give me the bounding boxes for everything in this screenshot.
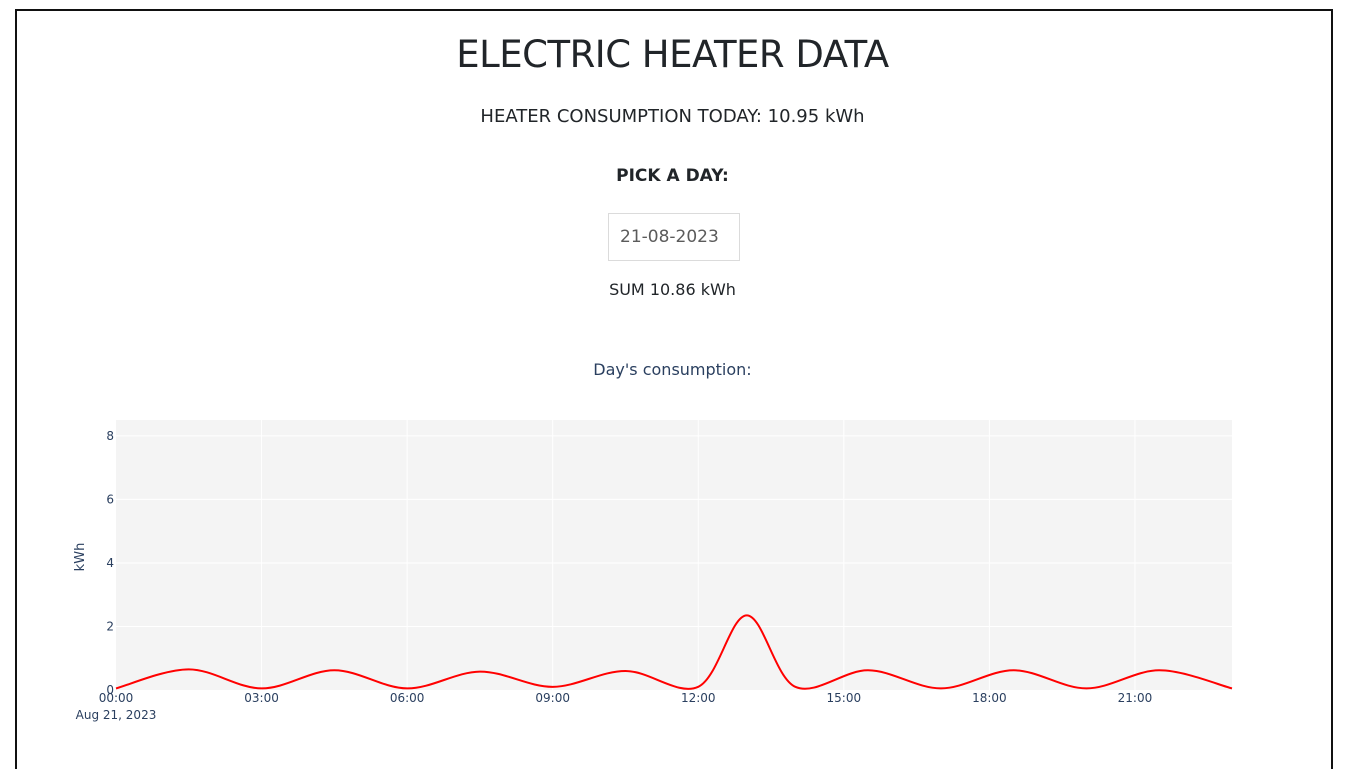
- today-consumption-text: HEATER CONSUMPTION TODAY: 10.95 kWh: [0, 106, 1345, 127]
- day-sum-text: SUM 10.86 kWh: [0, 280, 1345, 299]
- date-picker-input[interactable]: [608, 213, 740, 261]
- page-title: ELECTRIC HEATER DATA: [0, 33, 1345, 76]
- chart-title: Day's consumption:: [0, 360, 1345, 379]
- pick-day-label: PICK A DAY:: [0, 166, 1345, 186]
